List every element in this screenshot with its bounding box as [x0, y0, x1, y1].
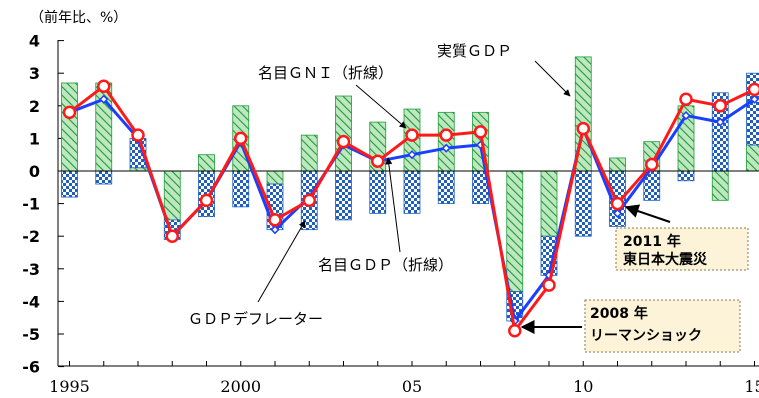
bar-real-gdp: [198, 154, 215, 172]
x-axis: 1995 2000 05 10 15: [49, 361, 759, 396]
marker-nominal-gdp: [715, 117, 725, 127]
marker-nominal-gni: [199, 193, 214, 208]
y-unit-label: （前年比、%）: [30, 9, 127, 26]
marker-nominal-gdp: [99, 94, 109, 104]
annotation-nominal-gni: 名目ＧＮＩ（折線）: [258, 64, 393, 82]
bar-real-gdp: [163, 170, 181, 221]
marker-nominal-gni: [508, 323, 522, 338]
bar-real-gdp: [711, 170, 729, 201]
marker-nominal-gdp: [749, 94, 759, 104]
marker-nominal-gni: [97, 79, 111, 93]
marker-nominal-gni: [439, 128, 453, 142]
marker-nominal-gdp: [612, 208, 623, 218]
callout-2008-year: 2008 年: [590, 305, 648, 322]
callout-2011-event: 東日本大震災: [623, 251, 708, 268]
y-tick-label: 0: [29, 162, 40, 181]
x-tick-label: 15: [744, 377, 759, 396]
y-tick-label: -5: [22, 325, 40, 344]
marker-nominal-gni: [713, 99, 727, 113]
bar-gdp-deflator: [232, 170, 250, 208]
bar-real-gdp: [540, 170, 558, 237]
bar-gdp-deflator: [437, 170, 455, 204]
bar-gdp-deflator: [677, 170, 695, 182]
bar-gdp-deflator: [61, 170, 78, 198]
marker-nominal-gdp: [441, 143, 451, 153]
marker-nominal-gni: [610, 196, 625, 211]
marker-nominal-gni: [679, 92, 693, 107]
marker-nominal-gdp: [681, 111, 691, 121]
y-tick-label: -2: [22, 227, 40, 246]
marker-nominal-gni: [131, 128, 145, 142]
bar-real-gdp: [609, 157, 626, 172]
y-axis: 4 3 2 1 0 -1 -2 -3 -4 -5 -6: [22, 32, 64, 377]
bar-real-gdp: [300, 134, 318, 172]
x-tick-label: 10: [573, 377, 593, 396]
marker-nominal-gdp: [407, 150, 417, 160]
x-tick-label: 1995: [49, 377, 90, 396]
arrow-nominal-gni: [355, 84, 407, 129]
y-tick-label: 1: [29, 129, 40, 148]
callout-box-2011: [615, 227, 749, 271]
marker-nominal-gni: [165, 229, 179, 243]
bar-real-gdp: [266, 170, 284, 185]
y-tick-label: -6: [22, 358, 40, 377]
marker-nominal-gni: [62, 105, 77, 120]
callout-2011-arrow: [624, 204, 671, 223]
annotation-gdp-deflator: ＧＤＰデフレーター: [188, 310, 323, 328]
marker-nominal-gni: [234, 131, 248, 146]
y-tick-label: 4: [29, 32, 40, 51]
marker-nominal-gni: [302, 193, 316, 208]
y-tick-label: -3: [22, 260, 40, 279]
bar-gdp-deflator: [95, 170, 113, 185]
marker-nominal-gni: [336, 134, 351, 149]
marker-nominal-gni: [576, 121, 590, 136]
callout-2011-year: 2011 年: [623, 233, 681, 250]
bar-real-gdp: [61, 82, 78, 172]
bar-series: [61, 56, 759, 322]
marker-nominal-gni: [645, 157, 659, 172]
bar-real-gdp: [506, 170, 524, 293]
x-tick-label: 05: [402, 377, 422, 396]
bar-gdp-deflator: [403, 170, 421, 214]
callout-2008-event: リーマンショック: [590, 328, 702, 344]
bar-gdp-deflator: [335, 170, 352, 221]
callout-box-2008: [584, 299, 741, 353]
line-series: [62, 79, 759, 338]
bar-gdp-deflator: [574, 170, 592, 237]
arrow-real-gdp: [534, 60, 571, 97]
marker-nominal-gni: [473, 125, 488, 139]
marker-nominal-gni: [371, 154, 385, 168]
annotation-nominal-gdp: 名目ＧＤＰ（折線）: [318, 256, 453, 274]
arrow-gdp-deflator: [257, 220, 306, 303]
marker-nominal-gdp: [270, 225, 280, 235]
y-tick-label: -1: [22, 195, 40, 214]
marker-nominal-gni: [542, 278, 556, 292]
y-tick-label: 3: [29, 64, 40, 83]
marker-nominal-gni: [747, 82, 759, 97]
marker-nominal-gni: [268, 213, 282, 227]
bar-gdp-deflator: [369, 170, 387, 214]
x-tick-label: 2000: [220, 377, 261, 396]
y-tick-label: -4: [22, 292, 40, 311]
annotation-real-gdp: 実質ＧＤＰ: [437, 42, 512, 60]
bar-real-gdp: [335, 95, 352, 172]
y-tick-label: 2: [29, 97, 40, 116]
marker-nominal-gni: [405, 128, 419, 142]
bar-real-gdp: [746, 144, 759, 172]
arrow-nominal-gdp: [385, 157, 401, 253]
